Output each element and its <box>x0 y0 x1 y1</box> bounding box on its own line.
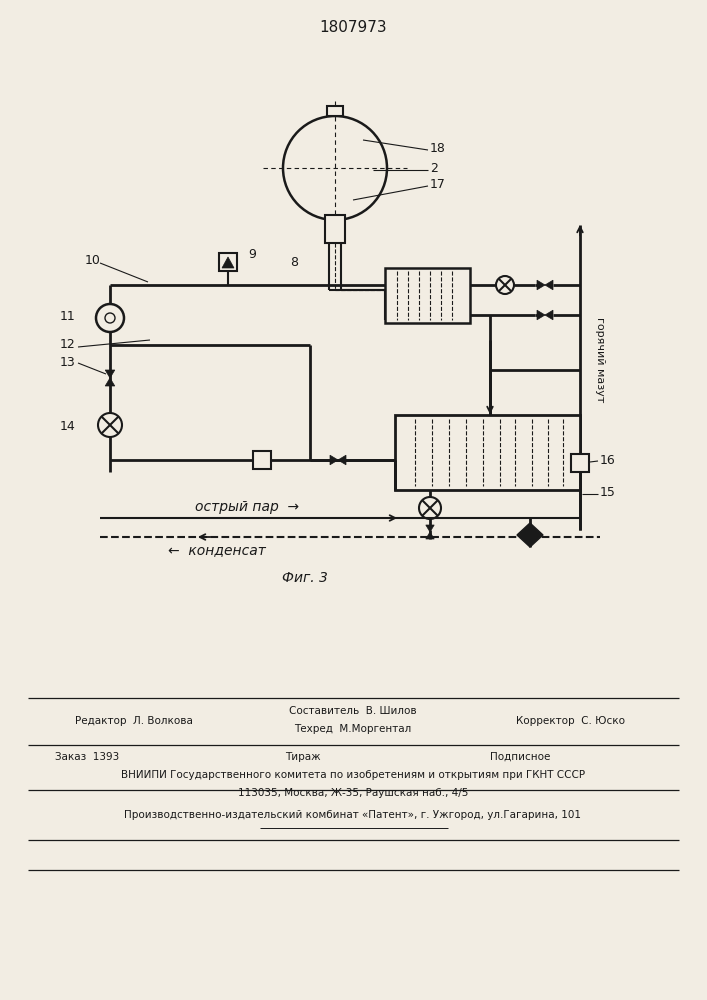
Text: 8: 8 <box>290 256 298 269</box>
Text: 1807973: 1807973 <box>319 19 387 34</box>
Text: 16: 16 <box>600 454 616 466</box>
Bar <box>253 451 271 469</box>
Polygon shape <box>105 370 115 386</box>
Text: горячий мазут: горячий мазут <box>595 317 605 403</box>
Text: 10: 10 <box>85 253 101 266</box>
Text: Подписное: Подписное <box>490 752 550 762</box>
Text: Редактор  Л. Волкова: Редактор Л. Волкова <box>75 716 193 726</box>
Text: Фиг. 3: Фиг. 3 <box>282 571 328 585</box>
Polygon shape <box>537 280 553 290</box>
Bar <box>571 454 589 472</box>
Text: 14: 14 <box>59 420 75 434</box>
Circle shape <box>105 313 115 323</box>
Bar <box>325 215 345 243</box>
Text: 11: 11 <box>59 310 75 322</box>
Polygon shape <box>517 523 543 547</box>
Text: Составитель  В. Шилов: Составитель В. Шилов <box>289 706 417 716</box>
Text: Тираж: Тираж <box>285 752 321 762</box>
Text: Техред  М.Моргентал: Техред М.Моргентал <box>294 724 411 734</box>
Text: ВНИИПИ Государственного комитета по изобретениям и открытиям при ГКНТ СССР: ВНИИПИ Государственного комитета по изоб… <box>121 770 585 780</box>
Polygon shape <box>537 310 553 320</box>
Text: 15: 15 <box>600 486 616 498</box>
Bar <box>385 268 470 323</box>
Text: Заказ  1393: Заказ 1393 <box>55 752 119 762</box>
Circle shape <box>283 116 387 220</box>
Text: ←  конденсат: ← конденсат <box>168 543 266 557</box>
Circle shape <box>96 304 124 332</box>
Text: 2: 2 <box>430 161 438 174</box>
Bar <box>219 253 237 271</box>
Text: 18: 18 <box>430 141 446 154</box>
Text: Производственно-издательский комбинат «Патент», г. Ужгород, ул.Гагарина, 101: Производственно-издательский комбинат «П… <box>124 810 581 820</box>
Text: 9: 9 <box>248 248 256 261</box>
Bar <box>395 415 580 490</box>
Text: 12: 12 <box>59 338 75 352</box>
Circle shape <box>419 497 441 519</box>
Text: 17: 17 <box>430 178 446 192</box>
Polygon shape <box>222 257 234 268</box>
Text: 113035, Москва, Ж-35, Раушская наб., 4/5: 113035, Москва, Ж-35, Раушская наб., 4/5 <box>238 788 468 798</box>
Circle shape <box>98 413 122 437</box>
Polygon shape <box>426 525 434 539</box>
Polygon shape <box>330 455 346 465</box>
Text: Корректор  С. Юско: Корректор С. Юско <box>515 716 624 726</box>
Text: 13: 13 <box>59 356 75 368</box>
Bar <box>327 106 343 116</box>
Circle shape <box>496 276 514 294</box>
Text: острый пар  →: острый пар → <box>195 500 299 514</box>
